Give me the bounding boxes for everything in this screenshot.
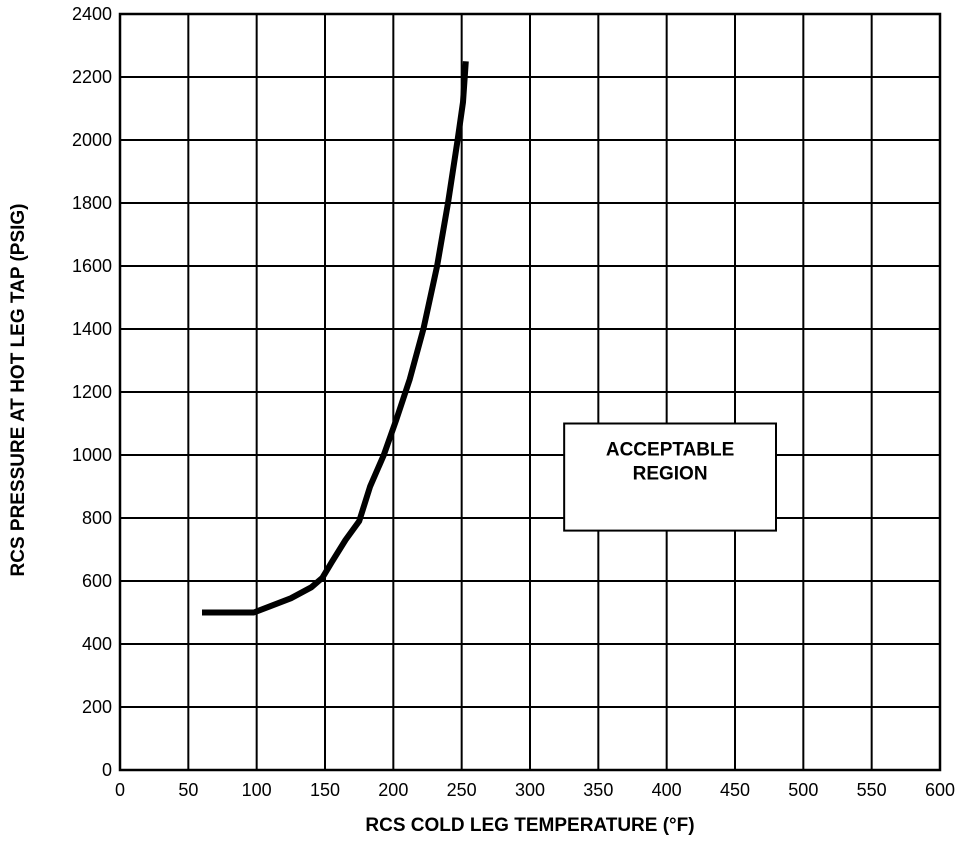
x-tick-label-500: 500 — [788, 780, 818, 800]
series-line-0 — [202, 61, 469, 616]
y-tick-label-2200: 2200 — [72, 67, 112, 87]
x-tick-label-350: 350 — [583, 780, 613, 800]
annotation-layer: ACCEPTABLE REGION — [563, 422, 778, 532]
annotation-box-0 — [563, 422, 778, 532]
x-tick-label-450: 450 — [720, 780, 750, 800]
x-tick-label-300: 300 — [515, 780, 545, 800]
series-layer — [202, 61, 469, 616]
annotation-text-0-0: ACCEPTABLE — [606, 440, 734, 461]
y-tick-label-1000: 1000 — [72, 445, 112, 465]
y-tick-label-400: 400 — [82, 634, 112, 654]
plot-frame — [118, 12, 942, 772]
x-tick-label-100: 100 — [242, 780, 272, 800]
y-tick-label-0: 0 — [102, 760, 112, 780]
grid — [118, 12, 942, 772]
y-tick-label-800: 800 — [82, 508, 112, 528]
x-tick-label-150: 150 — [310, 780, 340, 800]
y-tick-label-2400: 2400 — [72, 4, 112, 24]
x-tick-label-0: 0 — [115, 780, 125, 800]
y-tick-label-600: 600 — [82, 571, 112, 591]
y-tick-labels: 0 200 400 600 800 1000 1200 1400 1600 1800 2000 220… — [72, 4, 112, 780]
y-tick-label-2000: 2000 — [72, 130, 112, 150]
y-tick-label-200: 200 — [82, 697, 112, 717]
y-tick-label-1400: 1400 — [72, 319, 112, 339]
x-tick-label-50: 50 — [178, 780, 198, 800]
y-axis-label: RCS PRESSURE AT HOT LEG TAP (PSIG) — [8, 204, 29, 577]
x-tick-label-600: 600 — [925, 780, 955, 800]
x-tick-labels: 0 50 100 150 200 250 300 350 400 450 500 550 600 — [115, 780, 955, 800]
x-tick-label-200: 200 — [378, 780, 408, 800]
x-tick-label-400: 400 — [652, 780, 682, 800]
x-tick-label-550: 550 — [857, 780, 887, 800]
y-tick-label-1200: 1200 — [72, 382, 112, 402]
y-tick-label-1600: 1600 — [72, 256, 112, 276]
annotation-text-0-1: REGION — [633, 464, 708, 485]
x-tick-label-250: 250 — [447, 780, 477, 800]
y-tick-label-1800: 1800 — [72, 193, 112, 213]
x-axis-label: RCS COLD LEG TEMPERATURE (°F) — [365, 815, 694, 836]
